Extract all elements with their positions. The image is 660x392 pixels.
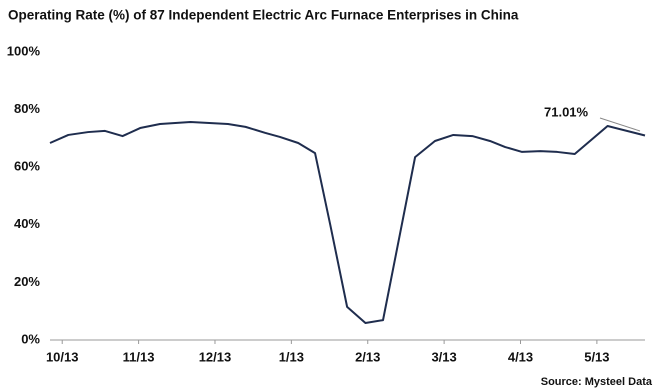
x-tick-label: 5/13	[584, 349, 609, 364]
x-tick-label: 3/13	[431, 349, 456, 364]
x-tick-label: 10/13	[46, 349, 79, 364]
annotation: 71.01%	[544, 104, 589, 119]
source: Source: Mysteel Data	[541, 376, 653, 388]
line	[49, 120, 646, 325]
x-tick-label: 12/13	[199, 349, 232, 364]
x-tick-label: 11/13	[123, 349, 155, 364]
x-tick-label: 2/13	[355, 349, 380, 364]
chart-title: Operating Rate (%) of 87 Independent Ele…	[8, 8, 519, 23]
y-tick-label: 40%	[14, 216, 40, 231]
x-tick-label: 1/13	[279, 349, 304, 364]
y-tick-label: 100%	[7, 43, 41, 58]
y-tick-label: 0%	[21, 331, 40, 346]
y-tick-label: 20%	[14, 274, 40, 289]
x-tick-label: 4/13	[508, 349, 533, 364]
y-tick-label: 60%	[14, 159, 40, 174]
y-tick-label: 80%	[14, 101, 40, 116]
annotation-leader	[599, 117, 641, 132]
